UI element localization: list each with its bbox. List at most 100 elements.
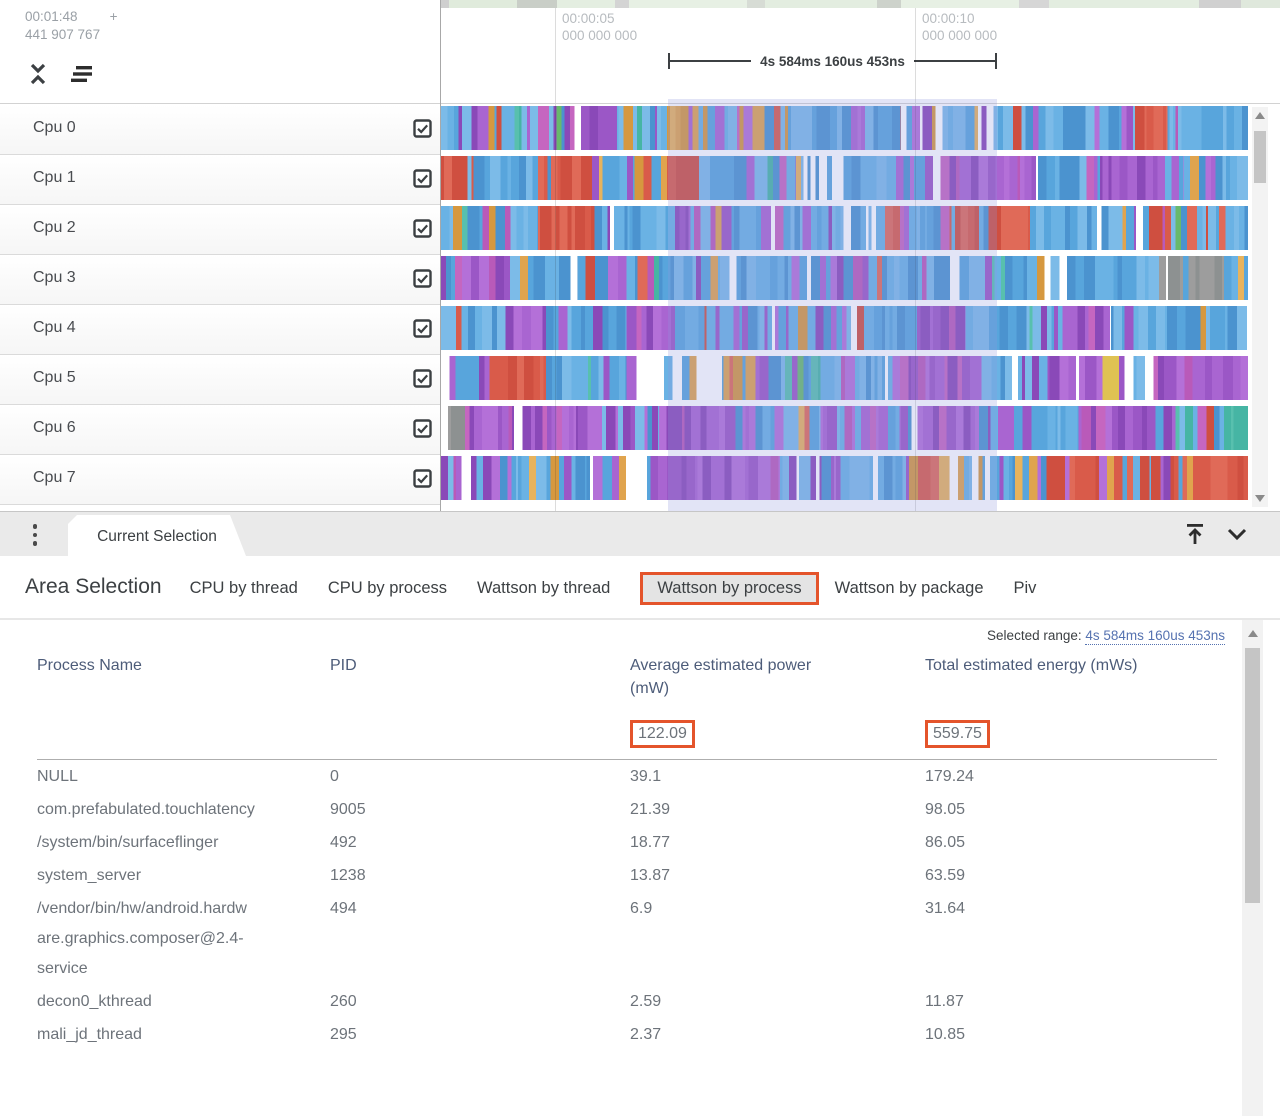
bracket-right-tick — [995, 53, 997, 69]
column-header: PID — [330, 657, 357, 674]
overview-minimap[interactable] — [441, 0, 1280, 8]
track-label-cpu-7[interactable]: Cpu 7 — [0, 455, 440, 505]
track-checkbox[interactable] — [413, 419, 432, 438]
minimap-segment — [1049, 0, 1199, 8]
cell-avg: 2.59 — [630, 992, 662, 1010]
selected-range-link[interactable]: 4s 584ms 160us 453ns — [1085, 628, 1225, 645]
tab-wattson-by-package[interactable]: Wattson by package — [834, 579, 984, 597]
track-checkbox[interactable] — [413, 369, 432, 388]
cell-avg: 39.1 — [630, 767, 662, 785]
cell-pid: 0 — [330, 767, 339, 785]
track-timeline-cpu-7[interactable] — [441, 456, 1248, 500]
flatten-tracks-icon[interactable] — [67, 60, 93, 88]
timeline-header: 00:01:48 + 441 907 767 00:00:05 000 0 — [0, 0, 1280, 511]
cell-total: 63.59 — [925, 866, 966, 884]
track-timeline-cpu-0[interactable] — [441, 106, 1248, 150]
tab-cpu-by-thread[interactable]: CPU by thread — [189, 579, 298, 597]
track-label-cpu-0[interactable]: Cpu 0 — [0, 105, 440, 155]
details-scroll-up-icon[interactable] — [1242, 630, 1263, 637]
track-label-text: Cpu 7 — [33, 469, 76, 486]
track-label-text: Cpu 1 — [33, 169, 76, 186]
collapse-panel-icon[interactable] — [1224, 520, 1250, 548]
minimap-segment — [1241, 0, 1280, 8]
track-label-text: Cpu 0 — [33, 119, 76, 136]
tab-wattson-by-thread[interactable]: Wattson by thread — [477, 579, 611, 597]
timeline-tick-label: 00:00:05 000 000 000 — [562, 11, 638, 43]
track-label-text: Cpu 5 — [33, 369, 76, 386]
track-timeline-cpu-6[interactable] — [441, 406, 1248, 450]
cell-total: 11.87 — [925, 992, 964, 1010]
details-scrollbar[interactable] — [1242, 620, 1263, 1116]
cell-pid: 1238 — [330, 866, 366, 884]
details-panel: Area Selection CPU by thread CPU by proce… — [0, 556, 1280, 1116]
column-header: Average estimated power (mW) — [630, 657, 812, 697]
track-checkbox[interactable] — [413, 319, 432, 338]
cursor-plus: + — [109, 9, 118, 24]
selection-range-bracket: 4s 584ms 160us 453ns — [668, 53, 997, 69]
minimap-segment — [629, 0, 747, 8]
track-timeline-cpu-3[interactable] — [441, 256, 1248, 300]
cell-name: /system/bin/surfaceflinger — [37, 833, 219, 851]
track-label-cpu-1[interactable]: Cpu 1 — [0, 155, 440, 205]
collapse-tracks-icon[interactable] — [25, 60, 51, 88]
timeline-gridline — [915, 8, 916, 511]
section-title: Area Selection — [25, 575, 162, 598]
tracks-scrollbar-thumb[interactable] — [1254, 131, 1266, 183]
track-checkbox[interactable] — [413, 219, 432, 238]
track-timeline-cpu-4[interactable] — [441, 306, 1248, 350]
cursor-timestamp: 00:01:48 + 441 907 767 — [25, 8, 117, 44]
tracks-scrollbar[interactable] — [1252, 107, 1268, 507]
track-label-cpu-2[interactable]: Cpu 2 — [0, 205, 440, 255]
details-scrollbar-thumb[interactable] — [1245, 648, 1260, 903]
cursor-time: 00:01:48 — [25, 9, 78, 24]
track-label-cpu-6[interactable]: Cpu 6 — [0, 405, 440, 455]
scroll-down-icon[interactable] — [1252, 495, 1268, 502]
summary-avg: 122.09 — [630, 704, 925, 756]
detail-panel-tab-strip: Current Selection — [0, 512, 1280, 556]
cpu-track-row: Cpu 4 — [0, 305, 1280, 355]
cell-pid: 260 — [330, 992, 357, 1010]
track-checkbox[interactable] — [413, 469, 432, 488]
track-timeline-cpu-1[interactable] — [441, 156, 1248, 200]
track-checkbox[interactable] — [413, 119, 432, 138]
cell-pid: 9005 — [330, 800, 366, 818]
timeline-gridline — [555, 8, 556, 511]
track-label-text: Cpu 3 — [33, 269, 76, 286]
track-timeline-cpu-5[interactable] — [441, 356, 1248, 400]
selected-range-line: Selected range: 4s 584ms 160us 453ns — [987, 628, 1225, 645]
cpu-track-row: Cpu 1 — [0, 155, 1280, 205]
track-label-text: Cpu 2 — [33, 219, 76, 236]
cell-pid: 295 — [330, 1025, 357, 1043]
minimap-segment — [1019, 0, 1049, 8]
expand-panel-icon[interactable] — [1182, 520, 1208, 548]
track-timeline-cpu-2[interactable] — [441, 206, 1248, 250]
tab-cpu-by-process[interactable]: CPU by process — [327, 579, 448, 597]
minimap-segment — [615, 0, 629, 8]
panel-menu-icon[interactable] — [28, 521, 42, 549]
track-label-text: Cpu 4 — [33, 319, 76, 336]
minimap-segment — [877, 0, 901, 8]
selection-duration-label: 4s 584ms 160us 453ns — [760, 53, 905, 69]
track-label-cpu-4[interactable]: Cpu 4 — [0, 305, 440, 355]
minimap-segment — [765, 0, 877, 8]
cell-name: com.prefabulated.touchlatency — [37, 800, 255, 818]
tab-current-selection[interactable]: Current Selection — [68, 515, 246, 556]
track-label-cpu-3[interactable]: Cpu 3 — [0, 255, 440, 305]
cpu-track-list: Cpu 0 Cpu 1 Cpu 2 Cpu 3 Cpu 4 Cpu 5 Cpu 6 Cpu 7 — [0, 105, 1280, 505]
track-checkbox[interactable] — [413, 269, 432, 288]
cell-name: decon0_kthread — [37, 992, 152, 1010]
track-label-cpu-5[interactable]: Cpu 5 — [0, 355, 440, 405]
cell-name: /vendor/bin/hw/android.hardware.graphics… — [37, 899, 247, 977]
cursor-nanoseconds: 441 907 767 — [25, 27, 101, 42]
selected-range-label: Selected range: — [987, 628, 1082, 643]
cell-avg: 6.9 — [630, 899, 653, 917]
tab-piv[interactable]: Piv — [1013, 579, 1037, 597]
tab-wattson-by-process[interactable]: Wattson by process — [640, 572, 819, 605]
scroll-up-icon[interactable] — [1252, 112, 1268, 119]
cpu-track-row: Cpu 3 — [0, 255, 1280, 305]
header-divider — [0, 103, 1280, 104]
annotated-summary-value: 559.75 — [925, 720, 990, 748]
cell-pid: 494 — [330, 899, 357, 917]
track-checkbox[interactable] — [413, 169, 432, 188]
